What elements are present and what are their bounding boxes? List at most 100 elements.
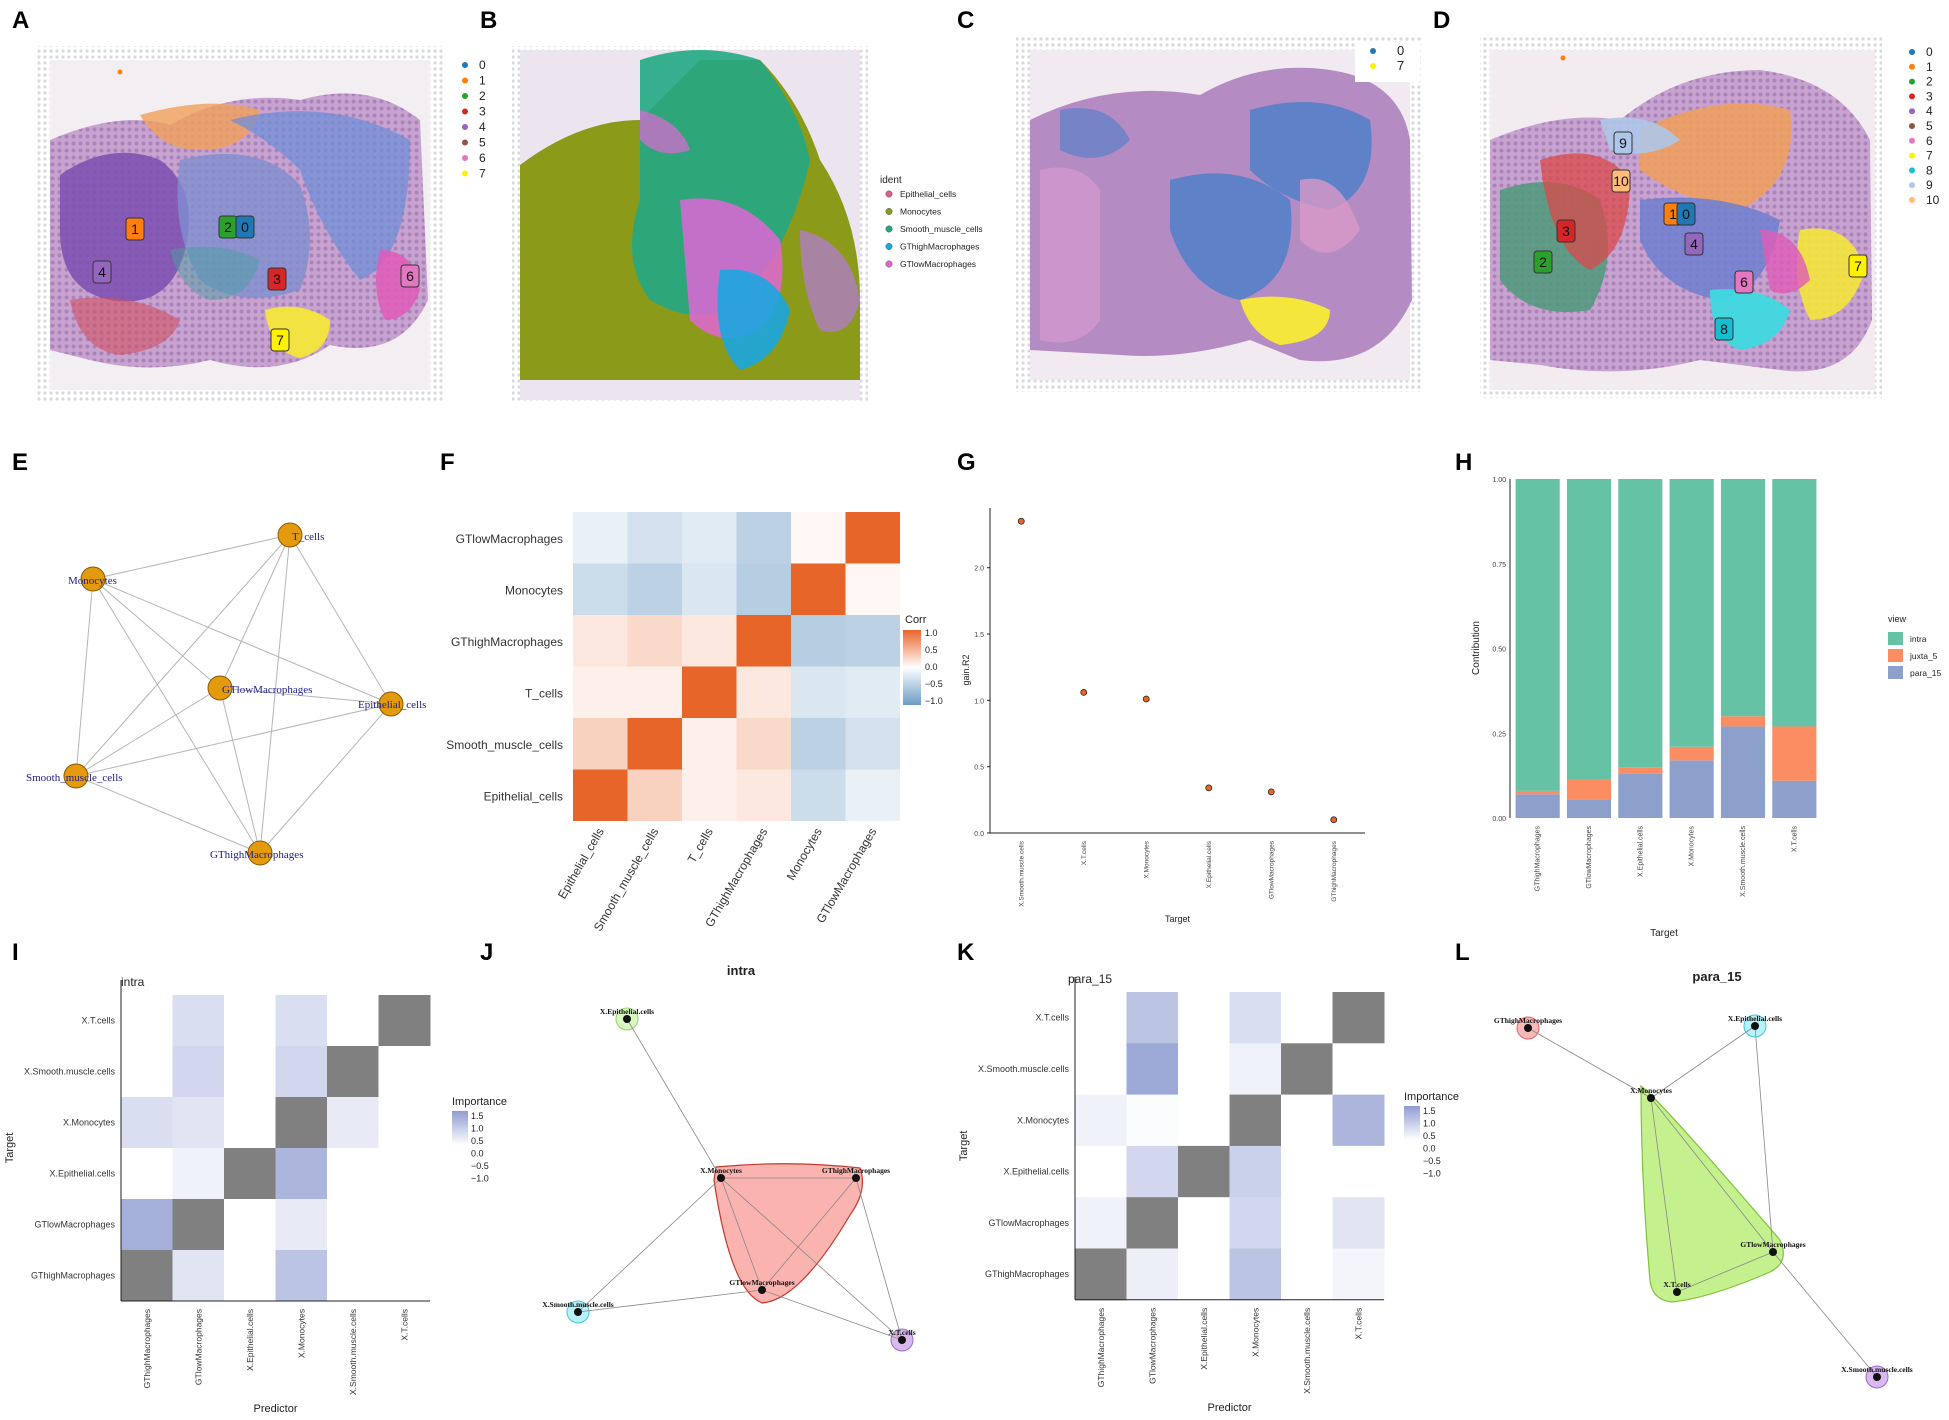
heatmap-cell xyxy=(845,512,900,564)
heatmap-row-label: GThighMacrophages xyxy=(985,1269,1070,1279)
network-edge xyxy=(720,1177,763,1291)
legend-label: intra xyxy=(1910,634,1927,644)
heatmap-cell xyxy=(1126,992,1179,1044)
heatmap-cell xyxy=(1075,1094,1127,1147)
bar-segment-intra xyxy=(1566,479,1612,780)
network-edge xyxy=(289,534,392,705)
legend-label: 2 xyxy=(1926,75,1933,89)
y-tick-label: 0.75 xyxy=(1492,562,1506,569)
network-node-label: Smooth_muscle_cells xyxy=(26,772,123,784)
network-node xyxy=(1673,1288,1681,1296)
heatmap-cell xyxy=(275,1046,328,1098)
network-edge xyxy=(75,687,221,777)
network-node-label: X.T.cells xyxy=(1663,1280,1690,1289)
legend-key xyxy=(1909,152,1915,159)
legend-title: Corr xyxy=(905,614,927,626)
network-node xyxy=(1769,1248,1777,1256)
heatmap-cell xyxy=(327,1046,379,1098)
heatmap-cell xyxy=(275,1250,328,1302)
heatmap-cell xyxy=(327,1250,379,1302)
network-edge xyxy=(92,578,261,854)
color-scale-tick: 0.0 xyxy=(925,662,938,672)
cluster-label-text: 3 xyxy=(273,271,281,287)
heatmap-cell xyxy=(573,615,628,667)
heatmap-cell xyxy=(1229,1043,1282,1096)
heatmap-cell xyxy=(791,666,846,718)
y-tick-label: 0.00 xyxy=(1492,816,1506,823)
legend-label: 0 xyxy=(479,58,486,72)
heatmap-cell xyxy=(573,666,628,718)
cluster-label-box xyxy=(1533,250,1553,274)
heatmap-row-label: X.Monocytes xyxy=(63,1118,116,1128)
y-tick-label: 0.25 xyxy=(1492,731,1506,738)
y-tick-label: 0.50 xyxy=(1492,647,1506,654)
legend-label: GThighMacrophages xyxy=(900,242,979,252)
heatmap-cell xyxy=(1075,1043,1127,1096)
cluster-label-text: 8 xyxy=(1720,321,1728,337)
color-scale-tick: −1.0 xyxy=(925,696,943,706)
heatmap-col-label: GThighMacrophages xyxy=(702,826,770,930)
network-edge xyxy=(259,703,392,854)
heatmap-cell xyxy=(172,995,225,1047)
color-scale-tick: 1.5 xyxy=(1423,1106,1436,1116)
panel-letter-f: F xyxy=(440,449,455,476)
legend-key xyxy=(462,124,468,130)
network-edge xyxy=(1772,1251,1878,1378)
heatmap-cell xyxy=(172,1097,225,1149)
x-tick-label: X.Epithelial.cells xyxy=(1206,840,1213,888)
heatmap-cell xyxy=(1178,1043,1230,1096)
x-axis-title: Predictor xyxy=(1207,1402,1251,1414)
color-scale-bar xyxy=(452,1111,468,1179)
heatmap-col-label: X.T.cells xyxy=(399,1309,409,1341)
color-scale-bar xyxy=(903,630,921,705)
heatmap-cell xyxy=(791,769,846,821)
cluster-label-text: 7 xyxy=(1854,258,1862,274)
cluster-hull xyxy=(1640,1084,1784,1303)
legend-title: Importance xyxy=(1404,1091,1459,1103)
bar-segment-intra xyxy=(1772,479,1817,727)
legend-key xyxy=(1909,93,1915,100)
color-scale-tick: 1.0 xyxy=(1423,1119,1436,1129)
heatmap-cell xyxy=(1229,1145,1282,1198)
heatmap-row-label: X.Smooth.muscle.cells xyxy=(24,1067,116,1077)
cluster-label-text: 1 xyxy=(131,221,139,237)
heatmap-cell xyxy=(627,769,682,821)
network-edge xyxy=(92,578,221,689)
heatmap-cell xyxy=(573,563,628,615)
heatmap-title: para_15 xyxy=(1068,972,1112,986)
network-node xyxy=(1751,1022,1759,1030)
heatmap-cell xyxy=(172,1148,225,1200)
heatmap-cell xyxy=(121,995,173,1047)
legend-label: 5 xyxy=(479,136,486,150)
network-node-label: Epithelial_cells xyxy=(358,699,426,711)
bar-segment-para_15 xyxy=(1772,780,1817,818)
x-tick-label: X.Smooth.muscle.cells xyxy=(1740,826,1747,897)
network-edge xyxy=(75,578,94,777)
panel-letters: A B C D E F G H I J K L xyxy=(12,7,1472,966)
heatmap-col-label: GTlowMacrophages xyxy=(814,826,880,926)
heatmap-row-label: X.Epithelial.cells xyxy=(1003,1167,1069,1177)
legend-label: Smooth_muscle_cells xyxy=(900,224,983,234)
legend-key xyxy=(462,77,468,84)
network-node-label: X.Epithelial.cells xyxy=(600,1007,654,1016)
cluster-label-text: 10 xyxy=(1613,173,1629,189)
heatmap-cell xyxy=(327,995,379,1047)
heatmap-cell xyxy=(275,1199,328,1251)
heatmap-cell xyxy=(1281,992,1333,1044)
legend-key xyxy=(1370,48,1376,54)
heatmap-cell xyxy=(1075,992,1127,1044)
heatmap-cell xyxy=(627,512,682,564)
panel-letter-e: E xyxy=(12,449,28,476)
color-scale-tick: 0.5 xyxy=(1423,1131,1436,1141)
network-node-label: GThighMacrophages xyxy=(1494,1016,1562,1025)
network-node xyxy=(623,1015,631,1023)
network-node-label: X.Monocytes xyxy=(700,1166,742,1175)
cluster-label-text: 9 xyxy=(1619,135,1627,151)
heatmap-cell xyxy=(1126,1248,1179,1301)
heatmap-cell xyxy=(1075,1248,1127,1301)
legend-label: 5 xyxy=(1926,119,1933,133)
heatmap-cell xyxy=(1229,1197,1282,1249)
heatmap-col-label: Epithelial_cells xyxy=(555,826,607,902)
legend-title: ident xyxy=(880,175,902,186)
